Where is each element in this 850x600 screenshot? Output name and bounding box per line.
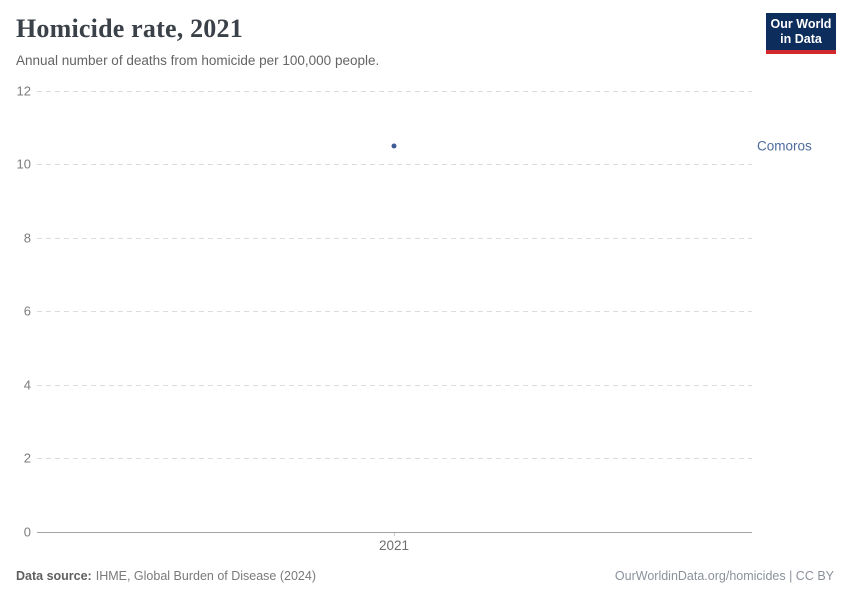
gridline-y-2 [37, 458, 752, 460]
y-tick-label-4: 4 [23, 377, 31, 393]
x-axis-line [37, 531, 752, 533]
y-tick-label-12: 12 [16, 83, 31, 99]
owid-logo-line1: Our World [770, 17, 832, 31]
y-tick-label-10: 10 [16, 156, 31, 172]
y-tick-label-0: 0 [23, 524, 31, 539]
y-tick-label-2: 2 [23, 450, 31, 466]
data-source: Data source: IHME, Global Burden of Disea… [16, 569, 316, 583]
gridline-y-10 [37, 164, 752, 166]
y-tick-label-6: 6 [23, 303, 31, 319]
x-axis-tick [394, 532, 395, 536]
gridline-y-4 [37, 384, 752, 386]
entity-label-comoros[interactable]: Comoros [757, 138, 812, 154]
chart-subtitle: Annual number of deaths from homicide pe… [16, 53, 380, 68]
chart-footer: Data source: IHME, Global Burden of Disea… [16, 569, 834, 583]
y-tick-label-8: 8 [23, 230, 31, 246]
data-point-comoros[interactable] [391, 143, 397, 149]
data-source-text: IHME, Global Burden of Disease (2024) [95, 569, 316, 583]
x-axis-tick-label: 2021 [378, 538, 410, 553]
credit-link[interactable]: OurWorldinData.org/homicides | CC BY [614, 569, 834, 583]
owid-logo[interactable]: Our World in Data [766, 13, 836, 54]
gridline-y-12 [37, 91, 752, 92]
gridline-y-8 [37, 237, 752, 239]
chart-title: Homicide rate, 2021 [16, 14, 243, 43]
data-source-label: Data source: [16, 569, 92, 583]
gridline-y-6 [37, 311, 752, 313]
owid-logo-line2: in Data [780, 32, 822, 46]
